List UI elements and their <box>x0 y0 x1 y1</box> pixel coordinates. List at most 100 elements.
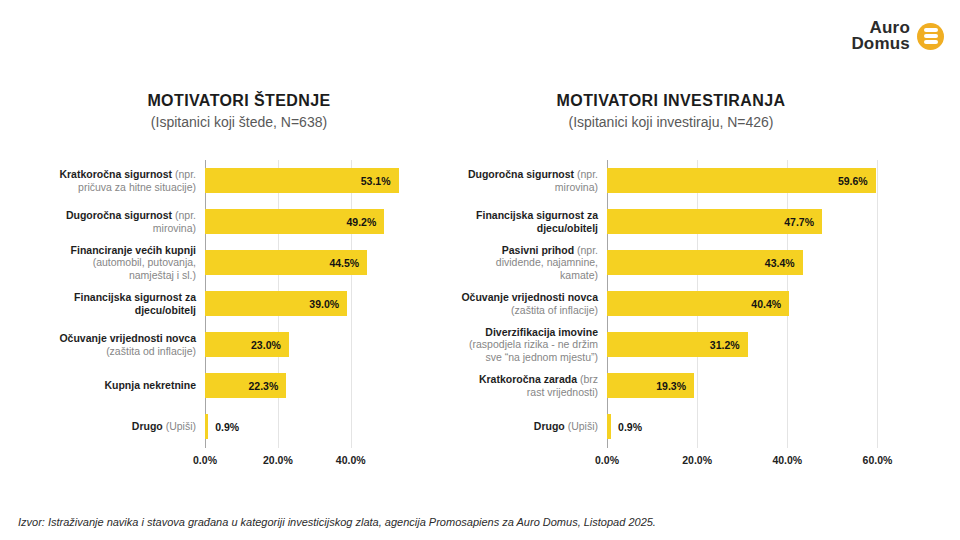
category-label: Dugoročna sigurnost (npr. mirovina) <box>460 168 607 193</box>
plot-area: Dugoročna sigurnost (npr. mirovina) 59.6… <box>460 160 882 474</box>
logo-wordmark: Auro Domus <box>851 20 910 52</box>
bar: 44.5% <box>205 250 367 275</box>
chart-row: Financijska sigurnost za djecu/obitelj 4… <box>460 201 882 242</box>
category-label: Kupnja nekretnine <box>58 379 205 392</box>
axis-tick: 60.0% <box>863 454 893 466</box>
chart-title: MOTIVATORI ŠTEDNJE <box>58 92 420 110</box>
category-name: Očuvanje vrijednosti novca <box>59 332 196 344</box>
chart-row: Financiranje većih kupnji (automobil, pu… <box>58 242 420 283</box>
bar-track: 19.3% <box>607 373 882 398</box>
category-label: Dugoročna sigurnost (npr. mirovina) <box>58 209 205 234</box>
category-name: Pasivni prihod <box>502 244 574 256</box>
logo-word-domus: Domus <box>851 36 910 52</box>
chart-row: Očuvanje vrijednosti novca (zaštita of i… <box>460 283 882 324</box>
bar-rows: Dugoročna sigurnost (npr. mirovina) 59.6… <box>460 160 882 447</box>
category-label: Kratkoročna sigurnost (npr. pričuva za h… <box>58 168 205 193</box>
category-name: Kupnja nekretnine <box>104 379 196 391</box>
chart-title: MOTIVATORI INVESTIRANJA <box>460 92 882 110</box>
category-note: (zaštita od inflacije) <box>106 345 196 357</box>
value-label: 53.1% <box>361 175 399 187</box>
chart-saving-motivators: MOTIVATORI ŠTEDNJE (Ispitanici koji šted… <box>58 92 420 474</box>
category-note: (Upiši) <box>568 420 598 432</box>
axis-tick: 0.0% <box>595 454 619 466</box>
chart-row: Kratkoročna sigurnost (npr. pričuva za h… <box>58 160 420 201</box>
value-label: 44.5% <box>329 257 367 269</box>
value-label: 43.4% <box>765 257 803 269</box>
bar-track: 43.4% <box>607 250 882 275</box>
x-axis: 0.0% 20.0% 40.0% <box>205 454 420 474</box>
chart-row: Diverzifikacija imovine (raspodjela rizi… <box>460 324 882 365</box>
value-label: 49.2% <box>347 216 385 228</box>
value-label: 40.4% <box>751 298 789 310</box>
bar-track: 0.9% <box>205 414 420 439</box>
bar: 40.4% <box>607 291 789 316</box>
bar: 47.7% <box>607 209 822 234</box>
value-label: 0.9% <box>215 421 239 433</box>
bar-track: 53.1% <box>205 168 420 193</box>
bar: 0.9% <box>607 414 611 439</box>
category-label: Očuvanje vrijednosti novca (zaštita of i… <box>460 291 607 316</box>
bar-rows: Kratkoročna sigurnost (npr. pričuva za h… <box>58 160 420 447</box>
category-label: Drugo (Upiši) <box>58 420 205 433</box>
bar: 49.2% <box>205 209 384 234</box>
menu-circle-icon <box>917 23 944 50</box>
bar: 59.6% <box>607 168 876 193</box>
axis-tick: 20.0% <box>682 454 712 466</box>
logo: Auro Domus <box>851 20 944 52</box>
category-name: Drugo <box>132 420 163 432</box>
plot-area: Kratkoročna sigurnost (npr. pričuva za h… <box>58 160 420 474</box>
source-note: Izvor: Istraživanje navika i stavova gra… <box>18 516 656 528</box>
chart-row: Drugo (Upiši) 0.9% <box>460 406 882 447</box>
bar: 19.3% <box>607 373 694 398</box>
bar: 31.2% <box>607 332 748 357</box>
value-label: 59.6% <box>838 175 876 187</box>
category-label: Očuvanje vrijednosti novca (zaštita od i… <box>58 332 205 357</box>
x-axis: 0.0% 20.0% 40.0% 60.0% <box>607 454 882 474</box>
category-label: Diverzifikacija imovine (raspodjela rizi… <box>460 326 607 364</box>
category-name: Dugoročna sigurnost <box>66 209 172 221</box>
value-label: 47.7% <box>784 216 822 228</box>
category-name: Financijska sigurnost za djecu/obitelj <box>74 291 196 316</box>
bar-track: 49.2% <box>205 209 420 234</box>
chart-row: Kratkoročna zarada (brz rast vrijednosti… <box>460 365 882 406</box>
chart-row: Drugo (Upiši) 0.9% <box>58 406 420 447</box>
category-name: Financiranje većih kupnji <box>71 244 196 256</box>
value-label: 39.0% <box>309 298 347 310</box>
bar-track: 22.3% <box>205 373 420 398</box>
category-label: Drugo (Upiši) <box>460 420 607 433</box>
chart-investing-motivators: MOTIVATORI INVESTIRANJA (Ispitanici koji… <box>460 92 882 474</box>
bar-track: 23.0% <box>205 332 420 357</box>
chart-subtitle: (Ispitanici koji investiraju, N=426) <box>460 114 882 130</box>
value-label: 0.9% <box>618 421 642 433</box>
bar-track: 44.5% <box>205 250 420 275</box>
value-label: 31.2% <box>710 339 748 351</box>
category-name: Očuvanje vrijednosti novca <box>461 291 598 303</box>
category-label: Financijska sigurnost za djecu/obitelj <box>58 291 205 316</box>
bar-track: 39.0% <box>205 291 420 316</box>
slide: Auro Domus MOTIVATORI ŠTEDNJE (Ispitanic… <box>0 0 960 540</box>
category-name: Dugoročna sigurnost <box>468 168 574 180</box>
category-note: (zaštita of inflacije) <box>511 304 598 316</box>
bar: 43.4% <box>607 250 803 275</box>
axis-tick: 40.0% <box>772 454 802 466</box>
category-name: Diverzifikacija imovine <box>485 326 598 338</box>
chart-row: Dugoročna sigurnost (npr. mirovina) 49.2… <box>58 201 420 242</box>
category-name: Drugo <box>534 420 565 432</box>
bar-track: 47.7% <box>607 209 882 234</box>
value-label: 19.3% <box>656 380 694 392</box>
bar-track: 40.4% <box>607 291 882 316</box>
axis-tick: 40.0% <box>336 454 366 466</box>
chart-row: Očuvanje vrijednosti novca (zaštita od i… <box>58 324 420 365</box>
category-note: (raspodjela rizika - ne držim sve “na je… <box>469 338 598 363</box>
chart-row: Dugoročna sigurnost (npr. mirovina) 59.6… <box>460 160 882 201</box>
value-label: 22.3% <box>248 380 286 392</box>
bar-track: 59.6% <box>607 168 882 193</box>
category-name: Kratkoročna zarada <box>479 373 577 385</box>
value-label: 23.0% <box>251 339 289 351</box>
bar-track: 31.2% <box>607 332 882 357</box>
category-label: Financiranje većih kupnji (automobil, pu… <box>58 244 205 282</box>
chart-subtitle: (Ispitanici koji štede, N=638) <box>58 114 420 130</box>
chart-row: Financijska sigurnost za djecu/obitelj 3… <box>58 283 420 324</box>
chart-row: Pasivni prihod (npr. dividende, najamnin… <box>460 242 882 283</box>
category-label: Pasivni prihod (npr. dividende, najamnin… <box>460 244 607 282</box>
